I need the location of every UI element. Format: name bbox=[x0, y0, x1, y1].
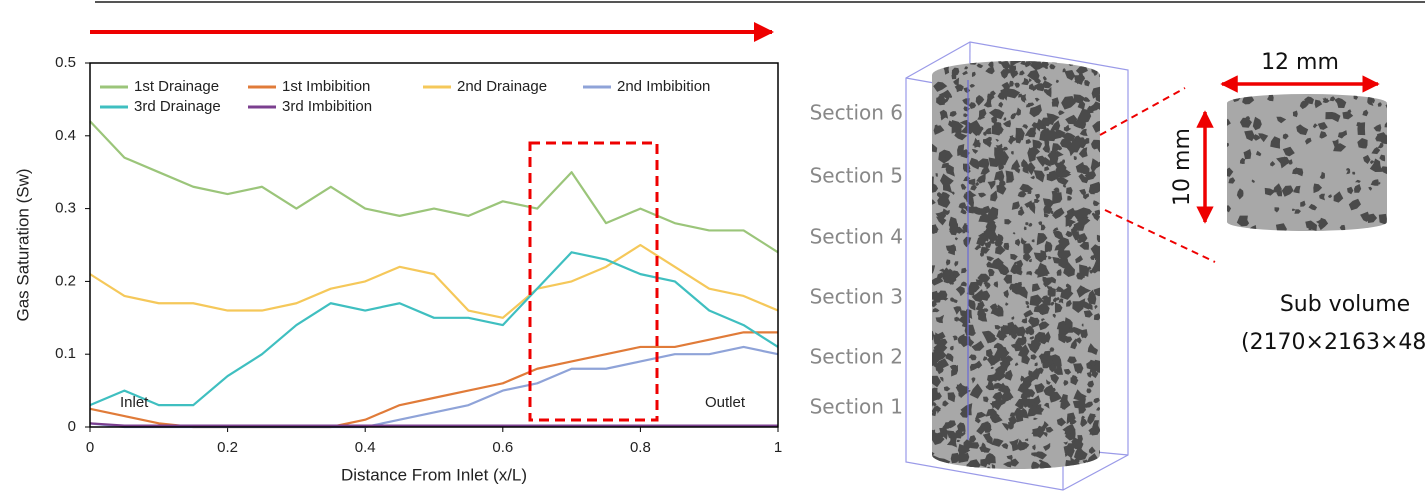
y-tick-label: 0.3 bbox=[55, 200, 76, 217]
sample-cylinder bbox=[925, 54, 1106, 477]
pore bbox=[1074, 156, 1077, 160]
pore bbox=[1040, 467, 1045, 470]
series-line bbox=[90, 121, 778, 252]
y-tick-label: 0.1 bbox=[55, 345, 76, 362]
zoom-line bbox=[1105, 210, 1215, 262]
pore bbox=[929, 385, 932, 389]
series-line bbox=[90, 423, 778, 425]
x-tick-label: 0.6 bbox=[492, 439, 513, 456]
pore bbox=[1357, 122, 1365, 135]
pore bbox=[926, 170, 932, 175]
y-axis-label: Gas Saturation (Sw) bbox=[13, 168, 32, 321]
legend-label: 1st Drainage bbox=[134, 78, 219, 95]
legend-label: 3rd Drainage bbox=[134, 98, 221, 115]
figure: Inlet Outlet Distance From Inlet (x/L) G… bbox=[0, 0, 1425, 492]
sub-volume-size: (2170×2163×484) bbox=[1241, 330, 1425, 355]
pore bbox=[1097, 246, 1104, 252]
annotation: Outlet bbox=[705, 394, 746, 411]
series-line bbox=[90, 347, 778, 427]
annotation: Inlet bbox=[120, 394, 149, 411]
legend-label: 2nd Drainage bbox=[457, 78, 547, 95]
sub-volume-cylinder bbox=[1223, 90, 1393, 236]
pore bbox=[1083, 465, 1088, 470]
legend-label: 1st Imbibition bbox=[282, 78, 370, 95]
zoom-line bbox=[1100, 88, 1185, 135]
section-label: Section 3 bbox=[810, 285, 903, 309]
x-tick-label: 0.8 bbox=[630, 439, 651, 456]
y-tick-label: 0.4 bbox=[55, 127, 76, 144]
sub-volume-label: Sub volume bbox=[1280, 292, 1410, 317]
pore bbox=[1052, 58, 1060, 63]
pore bbox=[928, 398, 934, 406]
y-tick-label: 0.2 bbox=[55, 272, 76, 289]
x-axis-label: Distance From Inlet (x/L) bbox=[341, 465, 527, 484]
pore bbox=[931, 458, 935, 463]
pore bbox=[1097, 235, 1103, 243]
section-label: Section 1 bbox=[810, 395, 903, 419]
section-label: Section 4 bbox=[810, 225, 903, 249]
x-tick-label: 1 bbox=[774, 439, 782, 456]
legend-label: 2nd Imbibition bbox=[617, 78, 710, 95]
height-label: 10 mm bbox=[1170, 128, 1195, 206]
pore bbox=[1091, 58, 1094, 62]
y-tick-label: 0 bbox=[68, 418, 76, 435]
x-tick-label: 0.2 bbox=[217, 439, 238, 456]
x-tick-label: 0 bbox=[86, 439, 94, 456]
width-label: 12 mm bbox=[1261, 50, 1339, 75]
plot-frame bbox=[90, 63, 778, 427]
section-label: Section 5 bbox=[810, 164, 903, 188]
legend-label: 3rd Imbibition bbox=[282, 98, 372, 115]
plot bbox=[85, 63, 778, 432]
x-tick-label: 0.4 bbox=[355, 439, 376, 456]
pore bbox=[1386, 135, 1393, 141]
section-label: Section 6 bbox=[810, 101, 903, 125]
y-tick-label: 0.5 bbox=[55, 54, 76, 71]
section-label: Section 2 bbox=[810, 345, 903, 369]
